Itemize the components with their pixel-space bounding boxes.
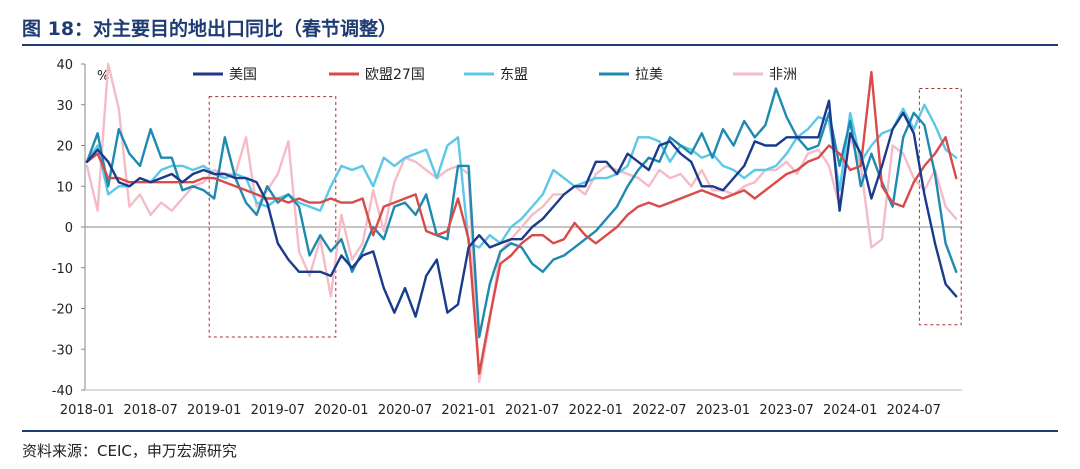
legend-label: 非洲: [769, 67, 797, 83]
series-line-0: [85, 99, 958, 318]
y-tick-label: 40: [56, 58, 73, 73]
highlight-box: [918, 87, 962, 326]
x-tick-label: 2024-01: [823, 403, 877, 418]
legend-label: 欧盟27国: [365, 67, 425, 83]
x-tick-label: 2018-07: [123, 403, 177, 418]
x-tick-label: 2020-01: [314, 403, 368, 418]
legend-label: 东盟: [500, 67, 528, 83]
page-title: 图 18：对主要目的地出口同比（春节调整）: [22, 18, 398, 40]
y-tick-label: -20: [52, 303, 73, 318]
series-line-1: [85, 70, 958, 375]
y-tick-label: 20: [56, 140, 73, 155]
x-tick-label: 2018-01: [60, 403, 114, 418]
source-divider: [22, 430, 1058, 432]
source-note: 资料来源：CEIC，申万宏源研究: [22, 442, 237, 460]
title-divider: [22, 44, 1058, 46]
y-tick-label: 10: [56, 180, 73, 195]
x-tick-label: 2020-07: [378, 403, 432, 418]
x-tick-label: 2023-07: [759, 403, 813, 418]
y-tick-label: -40: [52, 384, 73, 399]
x-tick-label: 2022-07: [632, 403, 686, 418]
legend-label: 美国: [229, 67, 257, 83]
x-tick-label: 2021-01: [441, 403, 495, 418]
x-tick-label: 2019-07: [251, 403, 305, 418]
y-tick-label: 0: [65, 221, 73, 236]
x-tick-label: 2021-07: [505, 403, 559, 418]
x-tick-label: 2023-01: [696, 403, 750, 418]
series-line-2: [85, 103, 958, 249]
series-lines: [85, 62, 958, 384]
legend-label: 拉美: [635, 67, 663, 83]
x-tick-label: 2024-07: [887, 403, 941, 418]
y-tick-label: -30: [52, 343, 73, 358]
series-line-4: [85, 62, 958, 384]
x-tick-label: 2022-01: [569, 403, 623, 418]
y-tick-label: 30: [56, 99, 73, 114]
highlight-boxes: [208, 87, 962, 338]
x-tick-label: 2019-01: [187, 403, 241, 418]
highlight-box: [208, 96, 337, 338]
series-line-3: [85, 87, 958, 339]
y-tick-label: -10: [52, 262, 73, 277]
legend: 美国 欧盟27国 东盟 拉美 非洲: [193, 67, 797, 83]
